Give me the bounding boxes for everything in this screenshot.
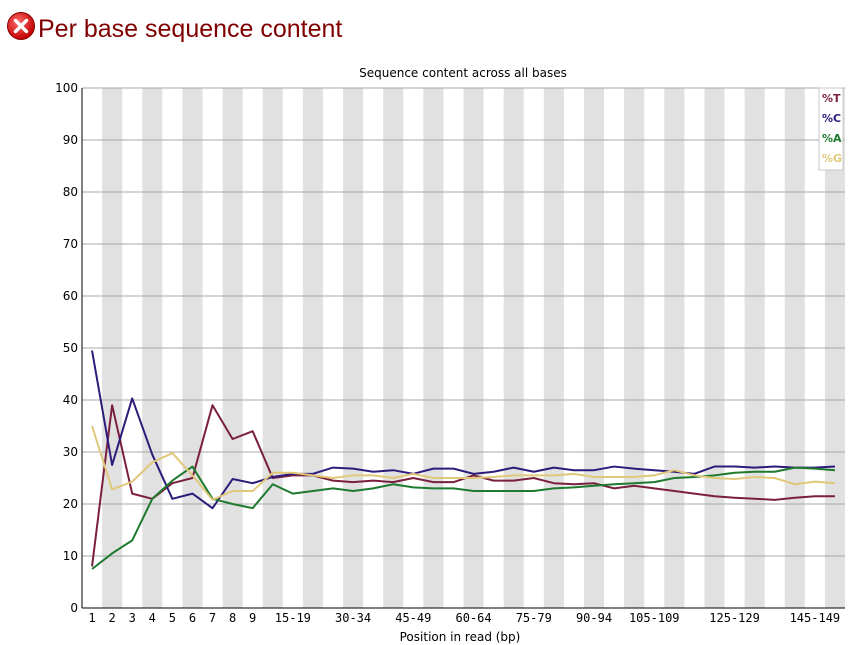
legend-entry-pct-A: %A (822, 132, 842, 145)
page-header: Per base sequence content (6, 8, 342, 44)
x-tick-60-64: 60-64 (455, 611, 491, 625)
x-tick-7: 7 (209, 611, 216, 625)
x-tick-1: 1 (88, 611, 95, 625)
y-tick-10: 10 (63, 549, 78, 563)
y-tick-30: 30 (63, 445, 78, 459)
legend-box (818, 87, 844, 171)
y-tick-50: 50 (63, 341, 78, 355)
legend-entry-pct-T: %T (822, 92, 841, 105)
x-tick-5: 5 (169, 611, 176, 625)
x-tick-45-49: 45-49 (395, 611, 431, 625)
y-tick-40: 40 (63, 393, 78, 407)
y-tick-20: 20 (63, 497, 78, 511)
series-lines (91, 350, 836, 570)
series-line-pct-A (91, 465, 836, 570)
x-tick-145-149: 145-149 (790, 611, 841, 625)
legend-entry-pct-G: %G (822, 152, 842, 165)
y-tick-60: 60 (63, 289, 78, 303)
page-title: Per base sequence content (38, 14, 343, 43)
y-tick-0: 0 (70, 601, 78, 615)
legend: %T %C %A %G (818, 87, 844, 171)
y-tick-labels: 0 10 20 30 40 50 60 70 80 90 100 (55, 81, 78, 615)
x-tick-2: 2 (109, 611, 116, 625)
x-tick-8: 8 (229, 611, 236, 625)
x-tick-4: 4 (149, 611, 156, 625)
x-axis-label: Position in read (bp) (400, 630, 521, 644)
y-tick-80: 80 (63, 185, 78, 199)
x-tick-15-19: 15-19 (275, 611, 311, 625)
y-tick-70: 70 (63, 237, 78, 251)
x-tick-3: 3 (129, 611, 136, 625)
y-tick-90: 90 (63, 133, 78, 147)
x-tick-90-94: 90-94 (576, 611, 612, 625)
grid-lines (82, 87, 845, 557)
series-line-pct-C (91, 350, 836, 510)
chart-title: Sequence content across all bases (359, 66, 567, 80)
x-tick-6: 6 (189, 611, 196, 625)
x-tick-105-109: 105-109 (629, 611, 680, 625)
y-tick-100: 100 (55, 81, 78, 95)
x-tick-75-79: 75-79 (516, 611, 552, 625)
x-tick-9: 9 (249, 611, 256, 625)
x-tick-125-129: 125-129 (709, 611, 760, 625)
x-tick-labels: 1 2 3 4 5 6 7 8 9 15-19 30-34 45-49 60-64 75-79 90-94 1… (88, 611, 840, 625)
series-line-pct-G (91, 425, 836, 501)
legend-entry-pct-C: %C (822, 112, 841, 125)
error-icon (7, 12, 35, 40)
x-tick-30-34: 30-34 (335, 611, 371, 625)
